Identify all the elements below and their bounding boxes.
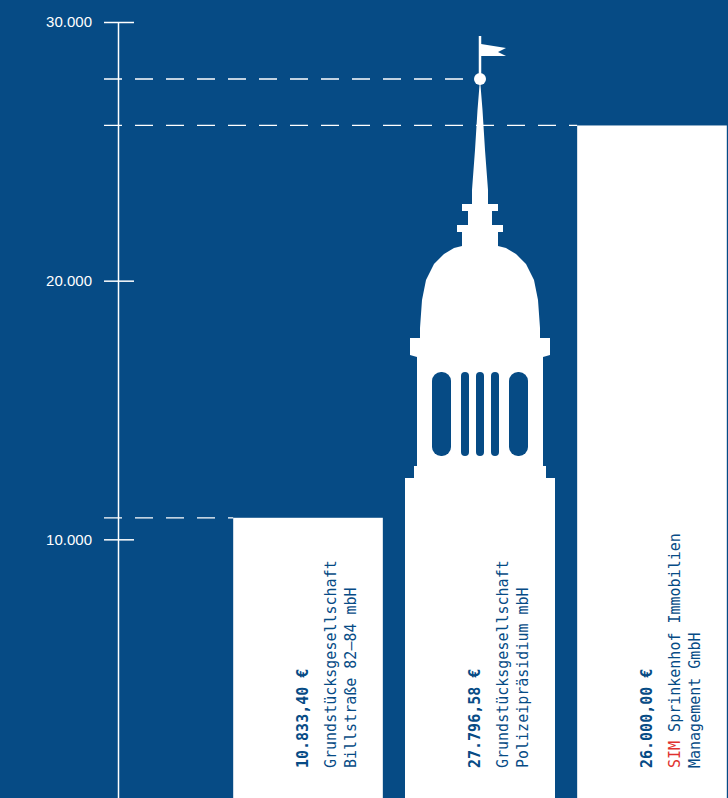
tower-opening <box>461 372 469 456</box>
category-word: GmbH <box>686 633 704 678</box>
bars <box>233 36 727 798</box>
tick-mark <box>104 22 134 24</box>
tick-label: 20.000 <box>46 272 92 289</box>
bar <box>233 518 383 798</box>
tick: 30.000 <box>46 13 134 30</box>
category-line: Grundstücksgesellschaft <box>494 560 512 768</box>
bar-labels: 10.833,40 €GrundstücksgesellschaftBillst… <box>294 533 704 768</box>
chart: 10.000 20.000 30.000 10.833,40 € Grundstücks… <box>0 0 728 798</box>
reference-line <box>104 78 480 79</box>
category-word: Billstraße <box>342 678 360 768</box>
bar-label-group: 10.833,40 € GrundstücksgesellschaftBillst… <box>294 560 360 768</box>
category-line: SIM Sprinkenhof Immobilien <box>666 533 684 768</box>
category-label: GrundstücksgesellschaftPolizeipräsidium … <box>494 560 532 768</box>
category-word: Grundstücksgesellschaft <box>494 560 512 768</box>
category-acronym: SIM <box>666 741 684 768</box>
category-label: SIM Sprinkenhof ImmobilienManagement Gmb… <box>666 533 704 768</box>
category-line: Management GmbH <box>686 633 704 768</box>
axis-line <box>118 23 120 798</box>
tower-opening <box>476 372 484 456</box>
tick-mark <box>104 539 134 541</box>
category-word: mbH <box>342 587 360 623</box>
category-line: Grundstücksgesellschaft <box>322 560 340 768</box>
y-axis: 10.000 20.000 30.000 <box>46 13 134 798</box>
reference-line <box>104 125 577 126</box>
tick-mark <box>104 280 134 282</box>
flag <box>481 44 506 56</box>
category-word: Immobilien <box>666 533 684 632</box>
data-label: 26.000,00 € <box>638 669 656 768</box>
tower-opening <box>509 372 528 456</box>
category-word: Management <box>686 678 704 768</box>
bar-label-group: 27.796,58 € GrundstücksgesellschaftPolize… <box>466 560 532 768</box>
category-word: Grundstücksgesellschaft <box>322 560 340 768</box>
category-word: 82–84 <box>342 624 360 678</box>
bar <box>577 125 727 798</box>
category-line: Billstraße 82–84 mbH <box>342 587 360 768</box>
data-label: 10.833,40 € <box>294 669 312 768</box>
category-line: Polizeipräsidium mbH <box>514 587 532 768</box>
tower-opening <box>491 372 499 456</box>
flag-pole <box>479 36 482 79</box>
reference-line <box>104 517 233 518</box>
data-label: 27.796,58 € <box>466 669 484 768</box>
category-label: GrundstücksgesellschaftBillstraße 82–84 … <box>322 560 360 768</box>
tick: 20.000 <box>46 272 134 289</box>
category-word: Polizeipräsidium <box>514 624 532 769</box>
tick-label: 10.000 <box>46 531 92 548</box>
category-word: Sprinkenhof <box>666 633 684 741</box>
background <box>0 0 728 798</box>
tower-opening <box>432 372 451 456</box>
bar <box>405 79 555 798</box>
bar-label-group: 26.000,00 €SIM Sprinkenhof ImmobilienMan… <box>638 533 704 768</box>
category-word: mbH <box>514 587 532 623</box>
tick-label: 30.000 <box>46 13 92 30</box>
tick: 10.000 <box>46 531 134 548</box>
